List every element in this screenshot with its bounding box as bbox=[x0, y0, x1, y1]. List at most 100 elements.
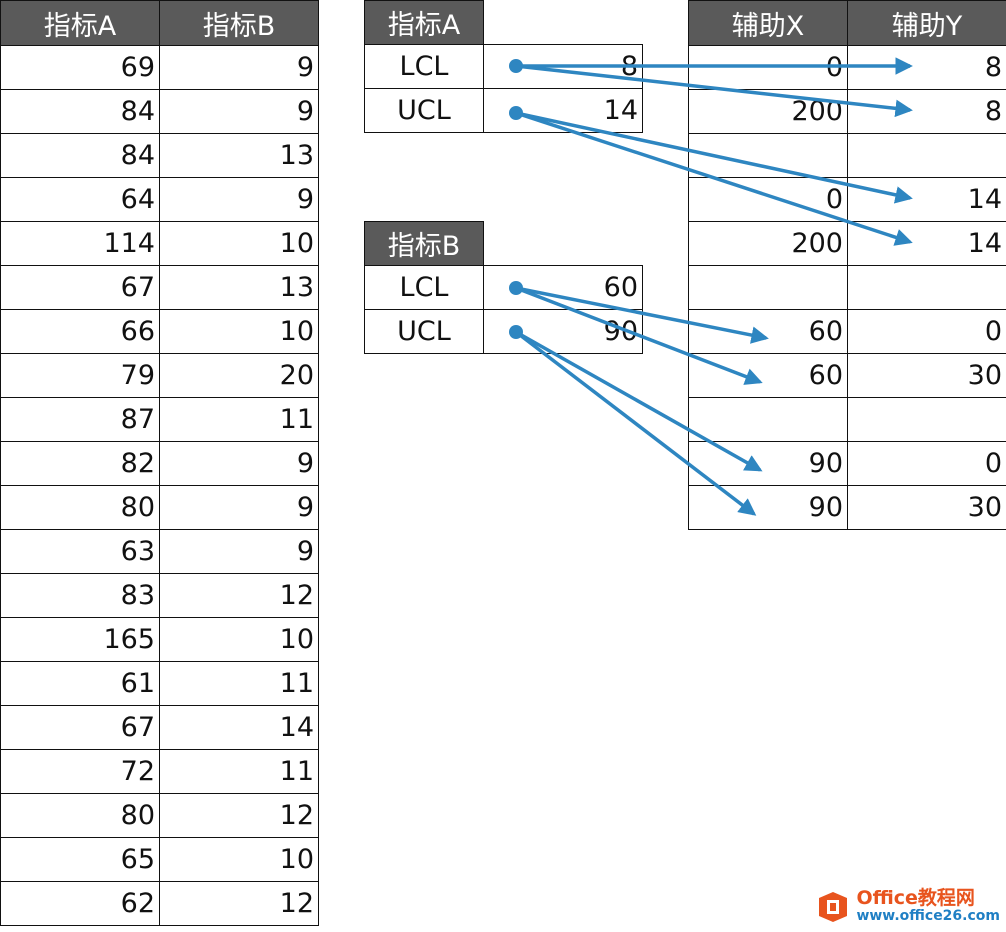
cell-indicator-a[interactable]: 65 bbox=[0, 837, 160, 882]
cell-helper-y[interactable] bbox=[847, 133, 1006, 178]
cell-indicator-a[interactable]: 69 bbox=[0, 45, 160, 90]
cell-indicator-a[interactable]: 79 bbox=[0, 353, 160, 398]
cell-helper-x[interactable]: 90 bbox=[688, 441, 848, 486]
office-logo-icon bbox=[819, 891, 848, 922]
cell-helper-y[interactable]: 8 bbox=[847, 45, 1006, 90]
cell-indicator-b[interactable]: 9 bbox=[159, 89, 319, 134]
helper-table-header-row: 辅助X 辅助Y bbox=[688, 0, 1006, 46]
cell-indicator-b[interactable]: 20 bbox=[159, 353, 319, 398]
cell-helper-y[interactable] bbox=[847, 265, 1006, 310]
cell-helper-y[interactable]: 30 bbox=[847, 353, 1006, 398]
cell-indicator-a[interactable]: 62 bbox=[0, 881, 160, 926]
table-row: 60 30 bbox=[688, 353, 1006, 398]
cell-helper-y[interactable]: 14 bbox=[847, 177, 1006, 222]
cell-indicator-b[interactable]: 10 bbox=[159, 837, 319, 882]
cell-indicator-b[interactable]: 10 bbox=[159, 221, 319, 266]
cell-indicator-b[interactable]: 12 bbox=[159, 573, 319, 618]
cell-helper-y[interactable] bbox=[847, 397, 1006, 442]
cell-indicator-b[interactable]: 12 bbox=[159, 881, 319, 926]
column-header-indicator-b[interactable]: 指标B bbox=[159, 0, 319, 46]
cell-indicator-b[interactable]: 9 bbox=[159, 45, 319, 90]
indicator-a-header[interactable]: 指标A bbox=[364, 0, 484, 45]
cell-indicator-a[interactable]: 87 bbox=[0, 397, 160, 442]
cell-indicator-a[interactable]: 72 bbox=[0, 749, 160, 794]
watermark-title: Office教程网 bbox=[856, 887, 975, 910]
indicator-b-header-row: 指标B bbox=[364, 221, 643, 266]
table-row: 64 9 bbox=[0, 177, 319, 222]
indicator-b-lcl-label[interactable]: LCL bbox=[364, 265, 484, 310]
cell-helper-x[interactable] bbox=[688, 265, 848, 310]
helper-xy-table: 辅助X 辅助Y 0 8 200 8 0 14 200 14 60 0 60 30 90 0 90 30 bbox=[688, 0, 1006, 530]
column-header-helper-x[interactable]: 辅助X bbox=[688, 0, 848, 46]
table-row: 200 14 bbox=[688, 221, 1006, 266]
table-row: 82 9 bbox=[0, 441, 319, 486]
column-header-indicator-a[interactable]: 指标A bbox=[0, 0, 160, 46]
cell-indicator-a[interactable]: 61 bbox=[0, 661, 160, 706]
watermark-url: www.office26.com bbox=[856, 908, 1000, 925]
indicator-a-header-row: 指标A bbox=[364, 0, 643, 45]
table-row: 83 12 bbox=[0, 573, 319, 618]
cell-indicator-b[interactable]: 11 bbox=[159, 661, 319, 706]
cell-helper-x[interactable]: 0 bbox=[688, 45, 848, 90]
cell-indicator-a[interactable]: 114 bbox=[0, 221, 160, 266]
indicator-a-ucl-label[interactable]: UCL bbox=[364, 88, 484, 133]
cell-helper-x[interactable]: 200 bbox=[688, 89, 848, 134]
indicator-a-lcl-value[interactable]: 8 bbox=[483, 44, 643, 89]
indicator-b-lcl-row: LCL 60 bbox=[364, 265, 643, 310]
table-row: 80 9 bbox=[0, 485, 319, 530]
cell-indicator-a[interactable]: 84 bbox=[0, 89, 160, 134]
cell-helper-y[interactable]: 0 bbox=[847, 309, 1006, 354]
cell-helper-x[interactable] bbox=[688, 397, 848, 442]
cell-indicator-b[interactable]: 12 bbox=[159, 793, 319, 838]
cell-indicator-b[interactable]: 9 bbox=[159, 177, 319, 222]
indicator-a-ucl-value[interactable]: 14 bbox=[483, 88, 643, 133]
cell-indicator-a[interactable]: 165 bbox=[0, 617, 160, 662]
cell-helper-x[interactable]: 0 bbox=[688, 177, 848, 222]
cell-indicator-a[interactable]: 63 bbox=[0, 529, 160, 574]
indicator-b-ucl-label[interactable]: UCL bbox=[364, 309, 484, 354]
main-table-header-row: 指标A 指标B bbox=[0, 0, 319, 46]
cell-helper-x[interactable] bbox=[688, 133, 848, 178]
cell-helper-y[interactable]: 14 bbox=[847, 221, 1006, 266]
table-row: 87 11 bbox=[0, 397, 319, 442]
cell-indicator-b[interactable]: 9 bbox=[159, 529, 319, 574]
cell-indicator-a[interactable]: 67 bbox=[0, 265, 160, 310]
cell-indicator-a[interactable]: 83 bbox=[0, 573, 160, 618]
cell-indicator-b[interactable]: 9 bbox=[159, 441, 319, 486]
cell-indicator-a[interactable]: 80 bbox=[0, 793, 160, 838]
office-tutorial-watermark: Office教程网 www.office26.com bbox=[816, 887, 1000, 925]
cell-helper-x[interactable]: 90 bbox=[688, 485, 848, 530]
cell-indicator-b[interactable]: 10 bbox=[159, 617, 319, 662]
table-row: 67 13 bbox=[0, 265, 319, 310]
column-header-helper-y[interactable]: 辅助Y bbox=[847, 0, 1006, 46]
cell-indicator-b[interactable]: 10 bbox=[159, 309, 319, 354]
cell-indicator-a[interactable]: 82 bbox=[0, 441, 160, 486]
cell-indicator-a[interactable]: 84 bbox=[0, 133, 160, 178]
table-row: 79 20 bbox=[0, 353, 319, 398]
cell-helper-y[interactable]: 30 bbox=[847, 485, 1006, 530]
cell-indicator-b[interactable]: 11 bbox=[159, 749, 319, 794]
table-row: 84 9 bbox=[0, 89, 319, 134]
indicator-b-header[interactable]: 指标B bbox=[364, 221, 484, 266]
indicator-b-ucl-value[interactable]: 90 bbox=[483, 309, 643, 354]
cell-helper-y[interactable]: 8 bbox=[847, 89, 1006, 134]
table-row: 0 14 bbox=[688, 177, 1006, 222]
cell-indicator-b[interactable]: 11 bbox=[159, 397, 319, 442]
indicator-a-lcl-label[interactable]: LCL bbox=[364, 44, 484, 89]
table-row bbox=[688, 397, 1006, 442]
indicator-b-lcl-value[interactable]: 60 bbox=[483, 265, 643, 310]
cell-helper-x[interactable]: 60 bbox=[688, 353, 848, 398]
cell-indicator-b[interactable]: 13 bbox=[159, 133, 319, 178]
cell-indicator-a[interactable]: 64 bbox=[0, 177, 160, 222]
cell-helper-x[interactable]: 200 bbox=[688, 221, 848, 266]
cell-indicator-b[interactable]: 13 bbox=[159, 265, 319, 310]
table-row: 69 9 bbox=[0, 45, 319, 90]
cell-indicator-a[interactable]: 67 bbox=[0, 705, 160, 750]
cell-indicator-a[interactable]: 80 bbox=[0, 485, 160, 530]
cell-helper-y[interactable]: 0 bbox=[847, 441, 1006, 486]
cell-indicator-b[interactable]: 14 bbox=[159, 705, 319, 750]
cell-indicator-a[interactable]: 66 bbox=[0, 309, 160, 354]
table-row: 60 0 bbox=[688, 309, 1006, 354]
cell-indicator-b[interactable]: 9 bbox=[159, 485, 319, 530]
cell-helper-x[interactable]: 60 bbox=[688, 309, 848, 354]
